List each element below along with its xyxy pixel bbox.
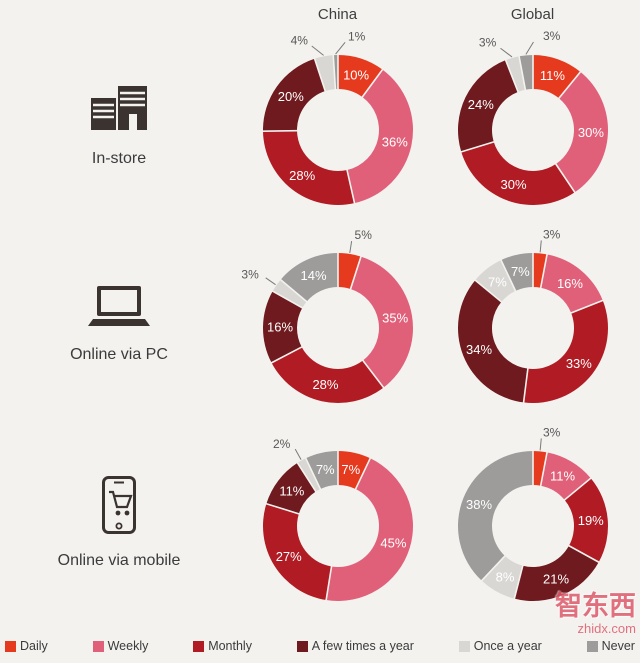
donut-svg: 7% 45% 27% 11% 7% 2%	[263, 437, 413, 601]
svg-text:28%: 28%	[312, 377, 338, 392]
legend-swatch-never	[586, 640, 598, 652]
donut-online-mobile-global: 11% 19% 21% 8% 38% 3%	[435, 424, 630, 622]
legend-item-never: Never	[586, 639, 635, 653]
row-head-online-mobile: Online via mobile	[0, 424, 238, 622]
laptop-icon	[88, 286, 150, 333]
legend-swatch-once-a-year	[458, 640, 470, 652]
row-online-pc: Online via PC 35% 28% 16% 14% 5% 3% 16% 33% 34%…	[0, 226, 640, 424]
legend: Daily Weekly Monthly A few times a year …	[5, 639, 635, 653]
svg-text:28%: 28%	[289, 168, 315, 183]
svg-text:7%: 7%	[511, 264, 530, 279]
svg-text:5%: 5%	[355, 228, 373, 242]
legend-label-never: Never	[601, 639, 635, 653]
legend-swatch-few-times	[296, 640, 308, 652]
donut-svg: 16% 33% 34% 7% 7% 3%	[458, 227, 608, 404]
svg-text:8%: 8%	[496, 569, 515, 584]
donut-svg: 35% 28% 16% 14% 5% 3%	[241, 228, 413, 403]
watermark: 智东西 zhidx.com	[555, 591, 636, 636]
svg-text:7%: 7%	[316, 462, 335, 477]
row-label-in-store: In-store	[91, 150, 147, 167]
svg-text:19%: 19%	[578, 513, 604, 528]
donut-online-mobile-china: 7% 45% 27% 11% 7% 2%	[240, 424, 435, 622]
legend-label-monthly: Monthly	[208, 639, 252, 653]
legend-item-daily: Daily	[5, 639, 48, 653]
column-header-china: China	[317, 6, 358, 23]
svg-text:27%: 27%	[276, 549, 302, 564]
svg-text:30%: 30%	[578, 125, 604, 140]
svg-text:38%: 38%	[466, 497, 492, 512]
svg-text:3%: 3%	[241, 267, 259, 281]
legend-label-weekly: Weekly	[107, 639, 149, 653]
donut-svg: 11% 19% 21% 8% 38% 3%	[458, 425, 608, 601]
svg-text:1%: 1%	[348, 29, 366, 43]
watermark-brand: 智东西	[555, 591, 636, 621]
donut-svg: 10% 36% 28% 20% 4% 1%	[262, 29, 413, 205]
legend-label-daily: Daily	[20, 639, 48, 653]
row-in-store: In-store 10% 36% 28% 20% 4% 1% 11% 30% 30% 24% 3%…	[0, 28, 640, 226]
svg-text:11%: 11%	[540, 68, 565, 83]
svg-text:7%: 7%	[488, 275, 507, 290]
svg-text:30%: 30%	[501, 177, 527, 192]
row-label-online-mobile: Online via mobile	[57, 552, 181, 569]
legend-swatch-daily	[5, 640, 16, 652]
svg-text:16%: 16%	[557, 276, 583, 291]
donut-online-pc-china: 35% 28% 16% 14% 5% 3%	[240, 226, 435, 424]
svg-text:4%: 4%	[291, 33, 309, 47]
svg-text:7%: 7%	[341, 462, 360, 477]
svg-text:11%: 11%	[279, 483, 304, 498]
svg-text:14%: 14%	[301, 268, 327, 283]
legend-item-once-a-year: Once a year	[458, 639, 542, 653]
row-label-online-pc: Online via PC	[70, 346, 168, 363]
donut-in-store-global: 11% 30% 30% 24% 3% 3%	[435, 28, 630, 226]
svg-text:35%: 35%	[382, 311, 408, 326]
svg-text:20%: 20%	[278, 89, 304, 104]
mobile-cart-icon	[102, 476, 136, 539]
row-online-mobile: Online via mobile 7% 45% 27% 11% 7% 2% 11% 19%…	[0, 424, 640, 622]
store-icon	[91, 86, 147, 137]
svg-text:33%: 33%	[566, 356, 592, 371]
svg-text:3%: 3%	[543, 227, 561, 241]
watermark-site: zhidx.com	[577, 620, 636, 636]
column-header-global: Global	[510, 6, 555, 23]
donut-svg: 11% 30% 30% 24% 3% 3%	[458, 29, 608, 205]
svg-text:24%: 24%	[468, 97, 494, 112]
svg-text:45%: 45%	[380, 536, 406, 551]
legend-swatch-monthly	[193, 640, 205, 652]
svg-text:10%: 10%	[343, 67, 369, 82]
legend-item-few-times: A few times a year	[296, 639, 414, 653]
legend-label-few-times: A few times a year	[311, 639, 414, 653]
legend-swatch-weekly	[92, 640, 104, 652]
legend-item-weekly: Weekly	[92, 639, 149, 653]
svg-text:2%: 2%	[273, 437, 291, 451]
legend-label-once-a-year: Once a year	[473, 639, 542, 653]
svg-text:3%: 3%	[479, 36, 497, 50]
row-head-in-store: In-store	[0, 28, 238, 226]
svg-text:21%: 21%	[543, 572, 569, 587]
svg-text:36%: 36%	[382, 134, 408, 149]
svg-text:11%: 11%	[550, 469, 575, 484]
svg-text:16%: 16%	[267, 320, 293, 335]
svg-text:34%: 34%	[466, 342, 492, 357]
donut-online-pc-global: 16% 33% 34% 7% 7% 3%	[435, 226, 630, 424]
legend-item-monthly: Monthly	[193, 639, 252, 653]
row-head-online-pc: Online via PC	[0, 226, 238, 424]
donut-in-store-china: 10% 36% 28% 20% 4% 1%	[240, 28, 435, 226]
svg-text:3%: 3%	[543, 29, 561, 43]
svg-text:3%: 3%	[543, 425, 561, 439]
